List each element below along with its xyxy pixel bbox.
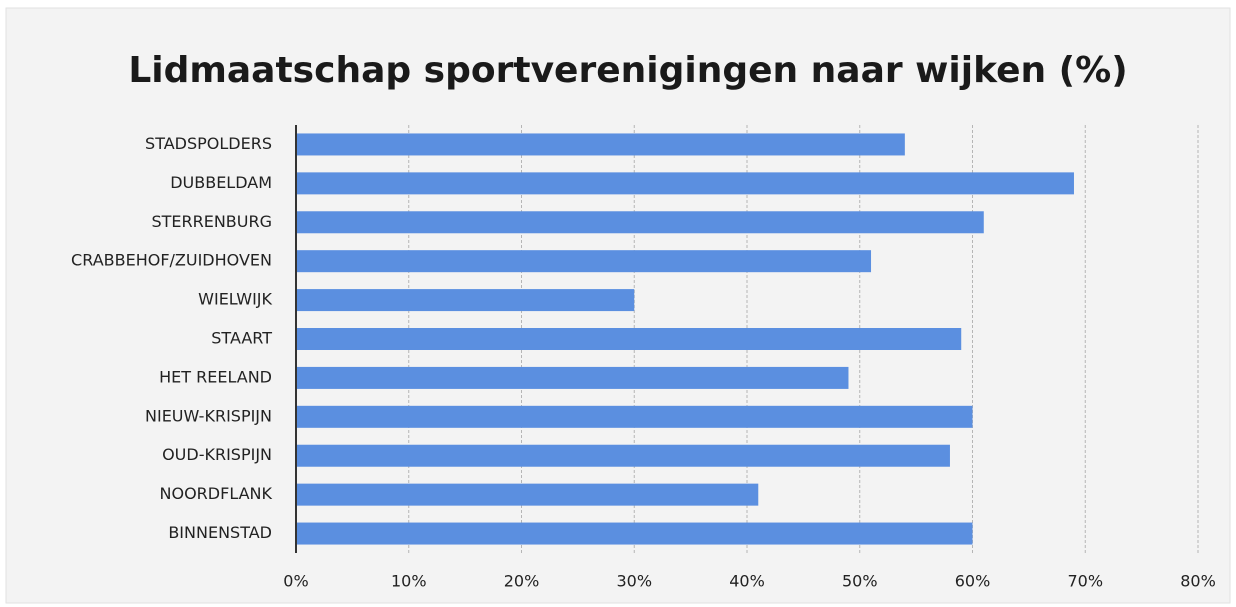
y-tick-label: NOORDFLANK <box>160 484 273 503</box>
x-tick-label: 20% <box>504 572 540 591</box>
bar <box>296 444 950 467</box>
x-tick-label: 10% <box>391 572 427 591</box>
chart-title: Lidmaatschap sportverenigingen naar wijk… <box>128 50 1127 91</box>
x-tick-label: 0% <box>283 572 308 591</box>
bar <box>296 250 872 273</box>
bar <box>296 522 973 545</box>
bar <box>296 483 759 506</box>
bar <box>296 133 905 156</box>
y-tick-label: NIEUW-KRISPIJN <box>145 406 272 425</box>
x-tick-label: 70% <box>1067 572 1103 591</box>
bar <box>296 328 962 350</box>
y-tick-label: CRABBEHOF/ZUIDHOVEN <box>71 251 272 270</box>
y-tick-label: STAART <box>211 329 272 348</box>
x-tick-label: 40% <box>729 572 765 591</box>
bar <box>296 366 849 389</box>
x-tick-label: 30% <box>616 572 652 591</box>
y-tick-label: WIELWIJK <box>198 290 272 309</box>
x-tick-label: 60% <box>955 572 991 591</box>
bar <box>296 172 1074 195</box>
x-tick-label: 50% <box>842 572 878 591</box>
y-tick-label: STERRENBURG <box>151 212 272 231</box>
y-tick-label: BINNENSTAD <box>168 523 272 542</box>
bar <box>296 289 635 312</box>
bar <box>296 211 984 234</box>
bar <box>296 405 973 428</box>
y-tick-label: STADSPOLDERS <box>145 134 272 153</box>
x-tick-label: 80% <box>1180 572 1216 591</box>
y-tick-label: HET REELAND <box>159 367 272 386</box>
y-tick-label: DUBBELDAM <box>170 173 272 192</box>
y-tick-label: OUD-KRISPIJN <box>162 445 272 464</box>
